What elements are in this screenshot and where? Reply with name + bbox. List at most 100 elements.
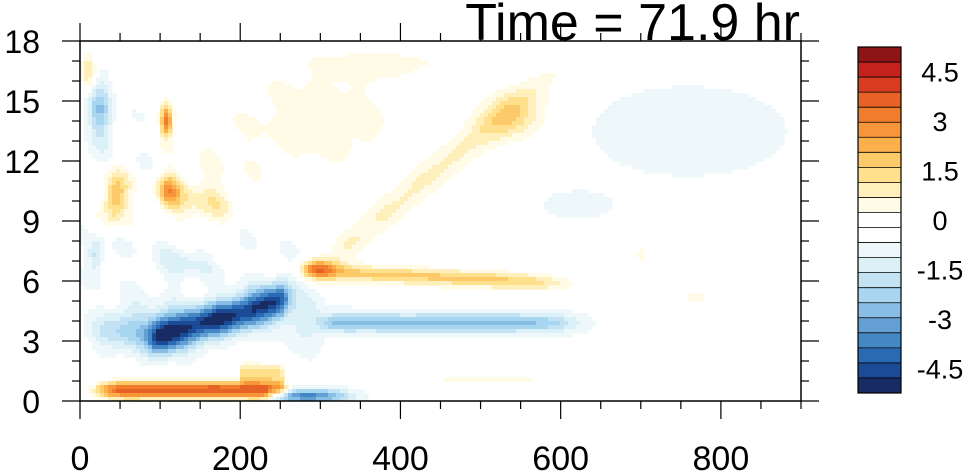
heatmap-cell bbox=[84, 117, 89, 122]
heatmap-cell bbox=[240, 229, 249, 234]
heatmap-cell bbox=[148, 305, 157, 310]
heatmap-cell bbox=[240, 297, 245, 302]
heatmap-cell bbox=[176, 345, 185, 350]
heatmap-cell bbox=[224, 337, 233, 342]
heatmap-cell bbox=[148, 349, 153, 354]
heatmap-cell bbox=[168, 281, 181, 286]
heatmap-cell bbox=[316, 317, 329, 322]
heatmap-cell bbox=[196, 349, 209, 354]
heatmap-cell bbox=[204, 329, 221, 334]
heatmap-cell bbox=[280, 373, 285, 378]
heatmap-cell bbox=[148, 317, 157, 322]
heatmap-cell bbox=[516, 117, 525, 122]
heatmap-cell bbox=[244, 133, 261, 138]
heatmap-cell bbox=[308, 65, 421, 70]
heatmap-cell bbox=[100, 69, 109, 74]
heatmap-cell bbox=[292, 393, 301, 398]
heatmap-cell bbox=[328, 265, 333, 270]
heatmap-cell bbox=[288, 345, 321, 350]
colorbar-frame bbox=[857, 46, 902, 394]
heatmap-cell bbox=[104, 201, 109, 206]
heatmap-cell bbox=[372, 205, 385, 210]
heatmap-cell bbox=[272, 317, 281, 322]
heatmap-cell bbox=[100, 385, 105, 390]
heatmap-cell bbox=[140, 161, 153, 166]
heatmap-cell bbox=[300, 273, 305, 278]
heatmap-cell bbox=[272, 389, 277, 394]
heatmap-cell bbox=[276, 141, 353, 146]
heatmap-cell bbox=[264, 289, 277, 294]
heatmap-cell bbox=[576, 317, 593, 322]
heatmap-cell bbox=[176, 341, 181, 346]
heatmap-cell bbox=[416, 177, 437, 182]
heatmap-cell bbox=[208, 261, 217, 266]
heatmap-cell bbox=[180, 205, 193, 210]
heatmap-cell bbox=[136, 117, 145, 122]
heatmap-cell bbox=[536, 113, 545, 118]
heatmap-cell bbox=[636, 253, 645, 258]
heatmap-cell bbox=[116, 181, 121, 186]
heatmap-cell bbox=[112, 209, 121, 214]
heatmap-cell bbox=[524, 129, 537, 134]
heatmap-cell bbox=[568, 321, 581, 326]
heatmap-cell bbox=[280, 305, 285, 310]
heatmap-cell bbox=[280, 365, 285, 370]
heatmap-cell bbox=[292, 389, 297, 394]
heatmap-cell bbox=[148, 353, 173, 358]
heatmap-cell bbox=[84, 105, 89, 110]
heatmap-cell bbox=[200, 337, 209, 342]
heatmap-cell bbox=[312, 73, 401, 78]
heatmap-cell bbox=[84, 245, 93, 250]
heatmap-cell bbox=[536, 105, 545, 110]
heatmap-cell bbox=[164, 149, 173, 154]
heatmap-cell bbox=[308, 357, 313, 362]
heatmap-cell bbox=[96, 389, 101, 394]
heatmap-cell bbox=[204, 169, 225, 174]
heatmap-cell bbox=[92, 321, 105, 326]
heatmap-cell bbox=[180, 253, 213, 258]
heatmap-cell bbox=[392, 189, 409, 194]
heatmap-cell bbox=[208, 301, 217, 306]
heatmap-cell bbox=[104, 109, 109, 114]
heatmap-cell bbox=[292, 301, 297, 306]
heatmap-cell bbox=[516, 329, 565, 334]
heatmap-cell bbox=[164, 205, 169, 210]
heatmap-cell bbox=[156, 313, 165, 318]
heatmap-cell bbox=[296, 329, 345, 334]
heatmap-cell bbox=[356, 397, 369, 401]
heatmap-cell bbox=[200, 161, 221, 166]
heatmap-cell bbox=[104, 209, 113, 214]
heatmap-cell bbox=[308, 81, 333, 86]
heatmap-cell bbox=[152, 185, 157, 190]
colorbar-label: 0 bbox=[932, 206, 947, 236]
heatmap-cell bbox=[152, 245, 177, 250]
heatmap-cell bbox=[536, 277, 553, 282]
heatmap-cell bbox=[524, 121, 533, 126]
heatmap-cell bbox=[88, 113, 93, 118]
heatmap-cell bbox=[480, 125, 517, 130]
heatmap-cell bbox=[96, 317, 121, 322]
heatmap-cell bbox=[80, 273, 101, 278]
heatmap-cell bbox=[120, 197, 125, 202]
heatmap-cell bbox=[108, 145, 113, 150]
heatmap-cell bbox=[384, 205, 401, 210]
heatmap-cell bbox=[168, 357, 197, 362]
heatmap-cell bbox=[108, 105, 113, 110]
heatmap-cell bbox=[160, 201, 165, 206]
heatmap-cell bbox=[176, 297, 205, 302]
heatmap-cell bbox=[272, 137, 353, 142]
heatmap-cell bbox=[540, 73, 557, 78]
heatmap-cell bbox=[272, 101, 373, 106]
heatmap-cell bbox=[424, 185, 441, 190]
heatmap-cell bbox=[92, 333, 101, 338]
heatmap-cell bbox=[288, 393, 293, 398]
heatmap-cell bbox=[320, 325, 329, 330]
heatmap-cell bbox=[292, 285, 301, 290]
heatmap-cell bbox=[404, 193, 413, 198]
heatmap-cell bbox=[116, 213, 125, 218]
heatmap-cell bbox=[88, 101, 93, 106]
heatmap-cell bbox=[92, 105, 97, 110]
heatmap-cell bbox=[228, 325, 233, 330]
heatmap-cell bbox=[296, 301, 317, 306]
heatmap-cell bbox=[288, 297, 293, 302]
